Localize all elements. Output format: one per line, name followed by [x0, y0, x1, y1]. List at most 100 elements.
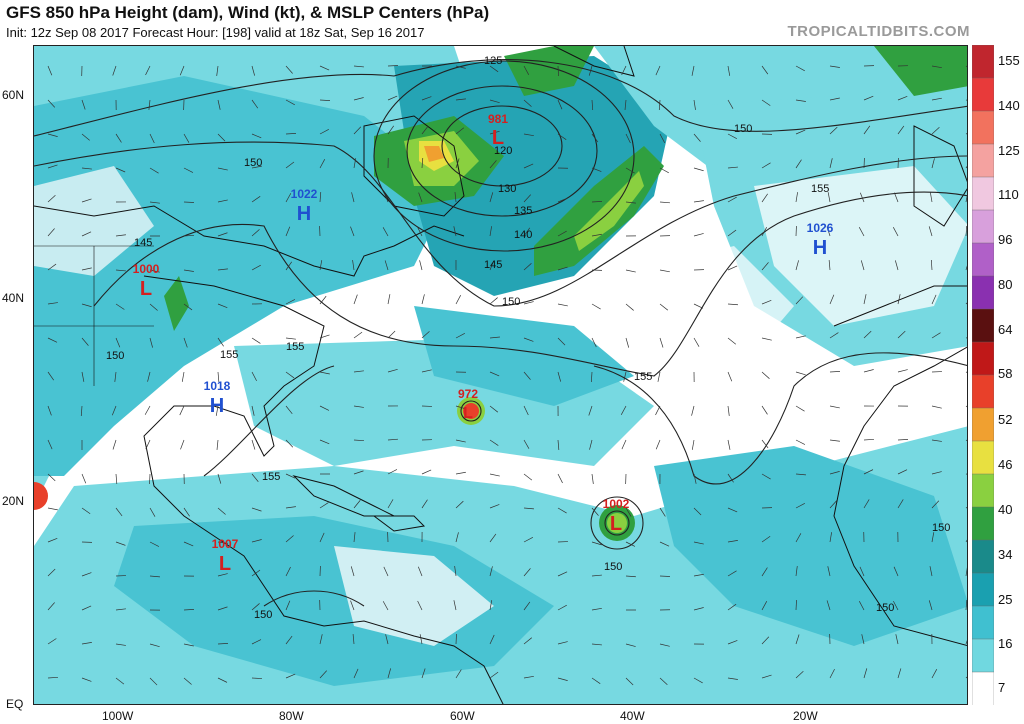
wind-barb: [319, 532, 325, 543]
wind-barb: [421, 158, 424, 169]
colorbar-label: 58: [998, 366, 1013, 381]
wind-barb: [894, 260, 899, 271]
wind-barb: [657, 371, 661, 382]
wind-barb: [251, 99, 259, 109]
wind-barb: [489, 192, 494, 203]
wind-barb: [115, 507, 123, 517]
wind-barb: [897, 439, 909, 441]
wind-barb: [795, 566, 798, 577]
lon-tick-label: 80W: [279, 709, 304, 723]
wind-barb: [285, 261, 292, 271]
wind-barb: [149, 541, 160, 547]
wind-barb: [183, 234, 194, 237]
contour-label: 130: [498, 183, 516, 195]
wind-barb: [149, 507, 156, 517]
contour-label: 155: [262, 471, 280, 483]
wind-barb: [795, 159, 802, 169]
contour-label: 150: [254, 609, 272, 621]
wind-barb: [387, 330, 396, 339]
colorbar-label: 25: [998, 592, 1013, 607]
wind-barb: [251, 603, 260, 611]
wind-barb: [829, 97, 840, 101]
colorbar-label: 52: [998, 412, 1013, 427]
wind-barb: [623, 371, 627, 382]
wind-barb: [455, 127, 465, 135]
wind-barb: [81, 473, 87, 484]
wind-barb: [489, 226, 492, 237]
wind-barb: [523, 163, 534, 169]
wind-barb: [454, 566, 457, 577]
colorbar-swatch: [971, 374, 995, 409]
wind-barb: [285, 566, 291, 577]
wind-barb: [353, 126, 362, 135]
colorbar-label: 7: [998, 680, 1006, 695]
wind-barb: [319, 405, 330, 411]
wind-barb: [658, 99, 661, 110]
wind-barb: [557, 303, 568, 307]
wind-barb: [588, 65, 593, 76]
colorbar: [971, 44, 1020, 706]
colorbar-swatch: [971, 242, 995, 277]
wind-barb: [319, 371, 330, 375]
wind-barb: [931, 65, 942, 69]
wind-barb: [149, 303, 158, 311]
wind-barb: [183, 167, 194, 173]
wind-barb: [693, 607, 704, 611]
colorbar-label: 80: [998, 277, 1013, 292]
coastlines: [34, 46, 967, 704]
wind-barb: [829, 668, 835, 679]
pressure-value: 981: [488, 112, 508, 126]
wind-barb: [285, 226, 291, 237]
wind-barb: [795, 473, 806, 476]
height-contours: [34, 59, 967, 607]
wind-barb: [621, 65, 627, 76]
wind-barb: [285, 161, 295, 169]
wind-barb: [455, 332, 465, 339]
wind-barb: [659, 167, 669, 174]
wind-barb: [285, 673, 296, 679]
wind-barb: [727, 439, 731, 450]
wind-barb: [353, 370, 364, 373]
colorbar-swatches: [971, 44, 995, 706]
wind-barb: [387, 125, 395, 135]
wind-barb: [829, 439, 840, 442]
wind-barb: [625, 677, 634, 686]
wind-barb: [489, 336, 500, 339]
low-center: 972 L: [458, 387, 478, 422]
wind-barb: [523, 507, 534, 510]
contour-label: 120: [494, 145, 512, 157]
wind-barb: [591, 337, 597, 348]
contour-label: 150: [876, 602, 894, 614]
wind-barb: [285, 371, 295, 379]
wind-barb: [829, 332, 839, 339]
colorbar-swatch: [971, 605, 995, 640]
wind-barb: [761, 535, 771, 543]
wind-barb: [81, 303, 92, 308]
wind-barb: [251, 677, 263, 679]
wind-barb: [251, 133, 262, 139]
wind-barb: [183, 643, 194, 647]
wind-barb: [489, 634, 495, 645]
wind-barb: [149, 643, 160, 648]
wind-barb: [557, 571, 568, 577]
colorbar-swatch: [971, 209, 995, 244]
wind-barb: [216, 65, 219, 76]
contour-label: 155: [634, 371, 652, 383]
wind-barb: [285, 65, 293, 74]
wind-barb: [181, 371, 185, 382]
contour-label: 155: [286, 341, 304, 353]
wind-barb: [858, 227, 865, 237]
wind-barb: [659, 677, 668, 686]
colorbar-label: 125: [998, 143, 1020, 158]
high-center: 1026 H: [807, 221, 834, 259]
wind-barb: [251, 371, 257, 382]
wind-barb: [523, 227, 531, 237]
colorbar-swatch: [971, 77, 995, 112]
wind-barb: [285, 506, 296, 509]
pressure-value: 1000: [133, 262, 160, 276]
wind-barb: [81, 642, 92, 645]
wind-field: [34, 46, 967, 704]
wind-barb: [897, 95, 908, 101]
wind-barb: [761, 371, 770, 379]
wind-barb: [727, 507, 738, 513]
